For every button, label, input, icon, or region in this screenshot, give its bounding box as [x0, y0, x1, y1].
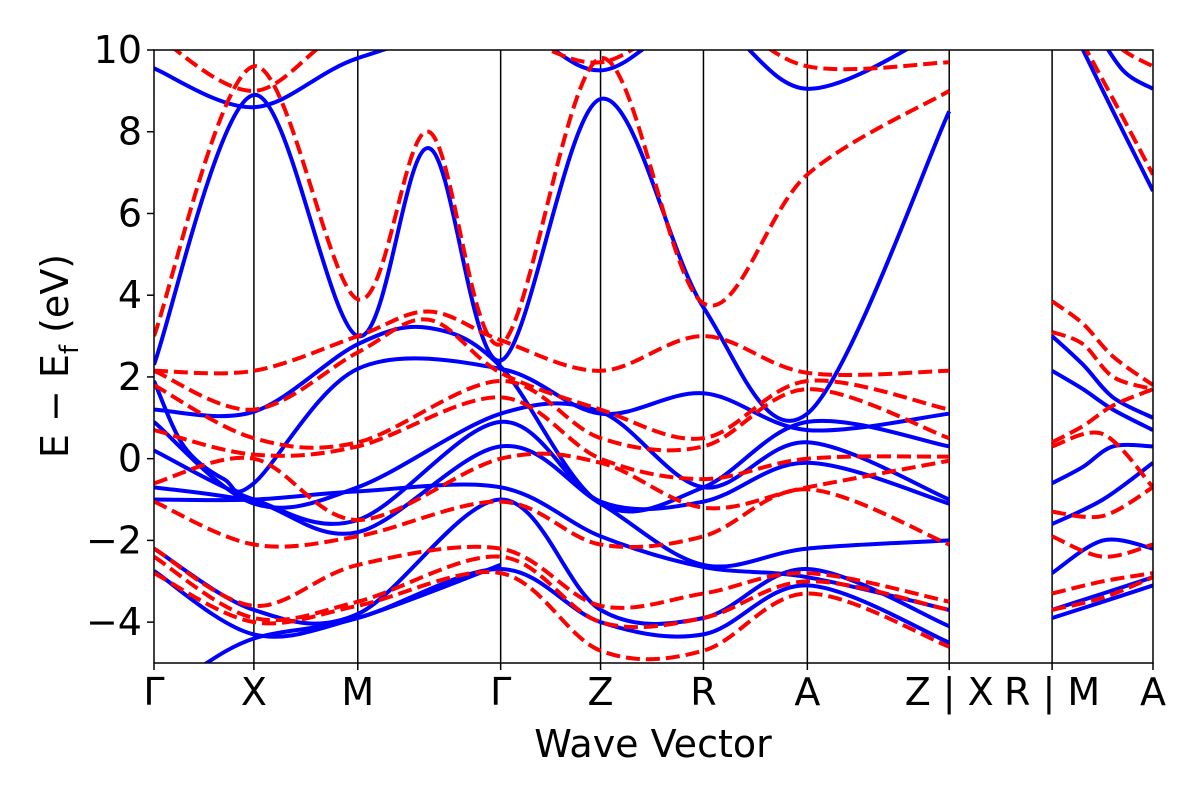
y-tick-label: 0 — [118, 437, 142, 481]
dashed-band-10 — [154, 570, 950, 662]
dashed-band-11 — [1050, 299, 1153, 387]
y-tick-label: 2 — [118, 355, 142, 399]
solid-band-10 — [203, 563, 502, 663]
solid-band-7 — [154, 482, 950, 612]
plot-area — [154, 50, 1153, 663]
solid-band-17 — [1051, 583, 1153, 620]
solid-band-19 — [1105, 50, 1153, 91]
y-tick-label: −2 — [86, 518, 142, 562]
y-tick-label: −4 — [86, 600, 142, 644]
dashed-band-12 — [1051, 330, 1153, 392]
solid-band-12 — [1051, 369, 1153, 432]
solid-band-3 — [154, 324, 950, 514]
dashed-band-1 — [154, 56, 951, 347]
x-tick-label: X — [241, 670, 267, 714]
dashed-band-14 — [1051, 430, 1153, 489]
dashed-band-19 — [1084, 50, 1153, 176]
kpath-divider-lines — [253, 50, 1053, 663]
y-axis-label-unit: (eV) — [33, 254, 77, 345]
x-tick-label: A — [794, 670, 820, 714]
x-tick-label: R — [690, 670, 716, 714]
dashed-band-9 — [154, 554, 950, 630]
dashed-band-7 — [154, 487, 950, 550]
dashed-band-4 — [154, 378, 950, 453]
dashed-band-18 — [1051, 575, 1153, 612]
dashed-band-20 — [1119, 50, 1153, 69]
solid-band-18 — [1080, 50, 1153, 192]
dashed-band-17 — [1051, 571, 1153, 596]
plot-frame — [153, 49, 1154, 664]
y-axis-label: E − Ef (eV) — [33, 254, 85, 458]
dashed-band-0 — [172, 50, 950, 93]
dashed-band-3 — [154, 317, 950, 441]
x-tick-label: Z | X — [905, 670, 994, 715]
x-tick-label: M — [341, 670, 374, 714]
x-tick-label: Z — [588, 670, 614, 714]
y-axis-ticks: −4 −2 0 2 4 6 8 10 — [86, 28, 154, 644]
solid-band-6 — [154, 444, 950, 569]
solid-band-2 — [154, 356, 950, 494]
dashed-band-16 — [1051, 534, 1153, 559]
dashed-band-2 — [154, 309, 950, 377]
y-axis-label-main: E − E — [33, 354, 77, 458]
y-tick-label: 4 — [118, 273, 142, 317]
solid-band-15 — [1050, 537, 1153, 575]
y-tick-label: 8 — [118, 110, 142, 154]
x-tick-label: Γ — [490, 670, 511, 714]
y-axis-label-subscript: f — [55, 344, 85, 354]
solid-band-13 — [1051, 442, 1153, 485]
band-curves — [154, 50, 1153, 663]
x-tick-label: A — [1140, 670, 1166, 714]
x-tick-label: R | M — [1004, 670, 1100, 715]
solid-band-8 — [154, 497, 950, 629]
solid-band-1 — [154, 93, 952, 423]
dashed-band-8 — [154, 544, 950, 610]
dashed-band-13 — [1051, 387, 1153, 445]
x-tick-label: Γ — [143, 670, 164, 714]
dashed-band-5 — [154, 395, 950, 482]
solid-band-11 — [1050, 334, 1153, 420]
dashed-band-15 — [1051, 485, 1153, 520]
x-axis-label: Wave Vector — [534, 722, 772, 766]
y-tick-label: 10 — [94, 28, 142, 72]
y-tick-label: 6 — [118, 191, 142, 235]
